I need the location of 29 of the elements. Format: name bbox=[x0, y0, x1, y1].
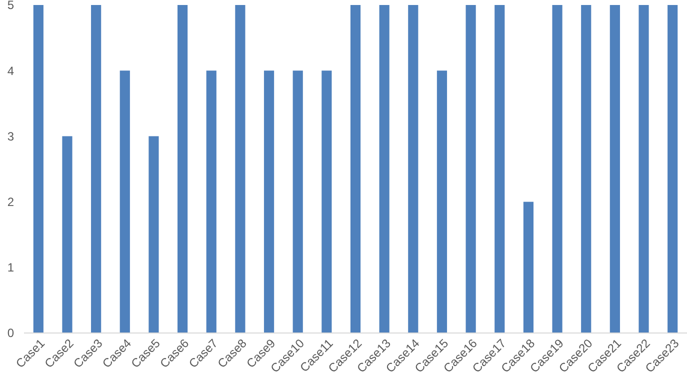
y-tick-label: 0 bbox=[7, 326, 14, 340]
bar bbox=[206, 70, 216, 333]
bar bbox=[350, 5, 361, 333]
y-tick-label: 3 bbox=[7, 129, 14, 144]
bar bbox=[466, 5, 476, 333]
bar bbox=[264, 70, 274, 333]
bar bbox=[668, 5, 678, 333]
bar bbox=[235, 5, 246, 333]
bar bbox=[178, 5, 188, 333]
y-tick-label: 5 bbox=[7, 0, 14, 12]
bar bbox=[120, 70, 130, 333]
bar bbox=[33, 5, 44, 333]
bar bbox=[148, 136, 159, 333]
y-tick-label: 4 bbox=[7, 64, 14, 78]
bar bbox=[494, 5, 505, 333]
y-tick-label: 1 bbox=[7, 260, 14, 275]
bar bbox=[610, 5, 620, 333]
bar bbox=[581, 5, 592, 333]
bar bbox=[62, 136, 72, 333]
bar bbox=[523, 202, 534, 333]
bar bbox=[436, 70, 448, 333]
bar bbox=[292, 70, 303, 333]
bar bbox=[408, 5, 418, 333]
y-tick-label: 2 bbox=[7, 195, 14, 209]
bar bbox=[552, 5, 562, 333]
bar bbox=[322, 70, 332, 333]
bar bbox=[638, 5, 649, 333]
bar bbox=[91, 5, 102, 333]
bar bbox=[379, 5, 390, 333]
